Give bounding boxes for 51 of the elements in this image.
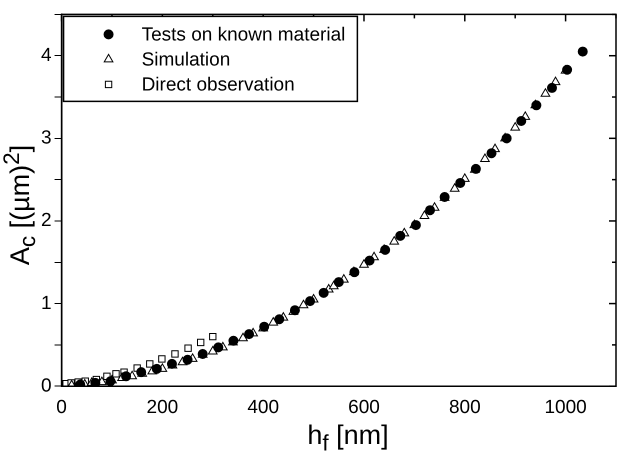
point	[480, 153, 490, 162]
point	[364, 256, 375, 266]
x-tick-label: 600	[348, 396, 380, 418]
point	[196, 338, 204, 346]
legend-label: Simulation	[142, 50, 230, 71]
point	[274, 314, 284, 324]
x-tick-label: 0	[56, 396, 67, 418]
x-axis-title: h$_{f}$ [nm]	[307, 420, 389, 456]
point	[209, 332, 216, 340]
point	[305, 296, 316, 306]
x-tick-label: 200	[146, 396, 178, 418]
point	[158, 355, 166, 363]
point	[546, 82, 557, 93]
point	[182, 354, 193, 365]
point	[486, 148, 497, 158]
point	[184, 344, 192, 352]
point	[244, 329, 254, 340]
legend-label: Direct observation	[142, 74, 295, 96]
point	[395, 230, 406, 241]
point	[90, 378, 100, 386]
point	[298, 300, 308, 308]
point	[171, 350, 179, 358]
point	[112, 370, 120, 378]
point	[146, 360, 154, 368]
point	[420, 210, 430, 219]
point	[213, 342, 224, 352]
legend-label: Tests on known material	[142, 24, 346, 46]
y-tick-label: 4	[40, 44, 52, 66]
x-tick-label: 400	[247, 396, 280, 418]
point	[152, 364, 162, 374]
point	[450, 183, 460, 192]
y-tick-label: 3	[40, 128, 52, 149]
point	[105, 376, 116, 386]
point	[334, 277, 344, 288]
point	[516, 116, 526, 126]
point	[425, 205, 436, 216]
point	[208, 346, 218, 354]
point	[238, 332, 248, 342]
x-tick-label: 800	[448, 396, 481, 418]
point	[268, 317, 278, 326]
y-tick-label: 2	[40, 210, 52, 232]
point	[389, 236, 400, 245]
point	[121, 371, 132, 382]
point	[318, 288, 329, 298]
point	[510, 122, 520, 131]
y-tick-label: 1	[40, 292, 52, 314]
x-tick-label: 1000	[544, 396, 587, 418]
point	[455, 178, 466, 188]
point	[578, 46, 588, 57]
y-tick-label: 0	[40, 375, 52, 396]
point	[540, 88, 550, 97]
